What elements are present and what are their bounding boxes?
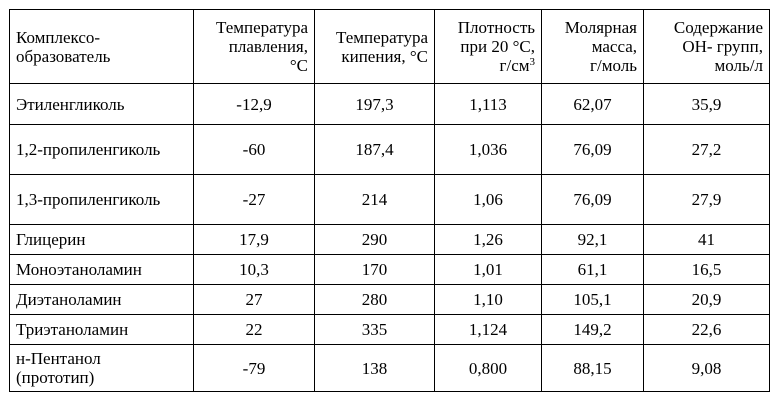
cell-molar-mass: 149,2 — [542, 315, 644, 345]
cell-oh-content: 35,9 — [644, 84, 770, 125]
table-row: Этиленгликоль -12,9 197,3 1,113 62,07 35… — [10, 84, 770, 125]
table-row: Глицерин 17,9 290 1,26 92,1 41 — [10, 225, 770, 255]
cell-boiling: 187,4 — [315, 125, 435, 175]
header-boiling-point: Температура кипения, °С — [315, 10, 435, 84]
properties-table: Комплексо- образователь Температура плав… — [9, 9, 770, 392]
table-row: 1,2-пропиленгиколь -60 187,4 1,036 76,09… — [10, 125, 770, 175]
cell-molar-mass: 105,1 — [542, 285, 644, 315]
cell-name: 1,2-пропиленгиколь — [10, 125, 194, 175]
cell-melting: -12,9 — [194, 84, 315, 125]
cell-melting: 17,9 — [194, 225, 315, 255]
cell-molar-mass: 62,07 — [542, 84, 644, 125]
cell-molar-mass: 88,15 — [542, 345, 644, 392]
cell-melting: -60 — [194, 125, 315, 175]
header-oh-content: Содержание ОН- групп, моль/л — [644, 10, 770, 84]
cell-density: 1,26 — [435, 225, 542, 255]
table-row: Триэтаноламин 22 335 1,124 149,2 22,6 — [10, 315, 770, 345]
cell-oh-content: 20,9 — [644, 285, 770, 315]
cell-molar-mass: 92,1 — [542, 225, 644, 255]
cell-boiling: 197,3 — [315, 84, 435, 125]
cell-oh-content: 41 — [644, 225, 770, 255]
cell-name: Этиленгликоль — [10, 84, 194, 125]
cell-name: 1,3-пропиленгиколь — [10, 175, 194, 225]
cell-name: Триэтаноламин — [10, 315, 194, 345]
cell-name: Глицерин — [10, 225, 194, 255]
cell-density: 0,800 — [435, 345, 542, 392]
cell-name: Диэтаноламин — [10, 285, 194, 315]
cell-boiling: 335 — [315, 315, 435, 345]
cell-density: 1,124 — [435, 315, 542, 345]
cell-density: 1,06 — [435, 175, 542, 225]
cell-oh-content: 16,5 — [644, 255, 770, 285]
cell-molar-mass: 76,09 — [542, 125, 644, 175]
table-row: Моноэтаноламин 10,3 170 1,01 61,1 16,5 — [10, 255, 770, 285]
cell-oh-content: 9,08 — [644, 345, 770, 392]
cell-boiling: 214 — [315, 175, 435, 225]
table-row: н-Пентанол (прототип) -79 138 0,800 88,1… — [10, 345, 770, 392]
cell-name: н-Пентанол (прототип) — [10, 345, 194, 392]
table-row: Диэтаноламин 27 280 1,10 105,1 20,9 — [10, 285, 770, 315]
cell-boiling: 138 — [315, 345, 435, 392]
cell-density: 1,01 — [435, 255, 542, 285]
cell-density: 1,113 — [435, 84, 542, 125]
cell-boiling: 280 — [315, 285, 435, 315]
cell-density: 1,036 — [435, 125, 542, 175]
header-row: Комплексо- образователь Температура плав… — [10, 10, 770, 84]
cell-boiling: 170 — [315, 255, 435, 285]
cell-molar-mass: 61,1 — [542, 255, 644, 285]
cell-oh-content: 27,2 — [644, 125, 770, 175]
header-molar-mass: Молярная масса, г/моль — [542, 10, 644, 84]
cell-melting: 22 — [194, 315, 315, 345]
table-row: 1,3-пропиленгиколь -27 214 1,06 76,09 27… — [10, 175, 770, 225]
cell-density: 1,10 — [435, 285, 542, 315]
cell-oh-content: 27,9 — [644, 175, 770, 225]
cell-boiling: 290 — [315, 225, 435, 255]
cell-name: Моноэтаноламин — [10, 255, 194, 285]
header-complexing-agent: Комплексо- образователь — [10, 10, 194, 84]
cell-melting: 27 — [194, 285, 315, 315]
cell-oh-content: 22,6 — [644, 315, 770, 345]
cell-melting: 10,3 — [194, 255, 315, 285]
header-density: Плотность при 20 °С, г/см3 — [435, 10, 542, 84]
cell-melting: -79 — [194, 345, 315, 392]
header-melting-point: Температура плавления, °С — [194, 10, 315, 84]
cell-molar-mass: 76,09 — [542, 175, 644, 225]
cell-melting: -27 — [194, 175, 315, 225]
